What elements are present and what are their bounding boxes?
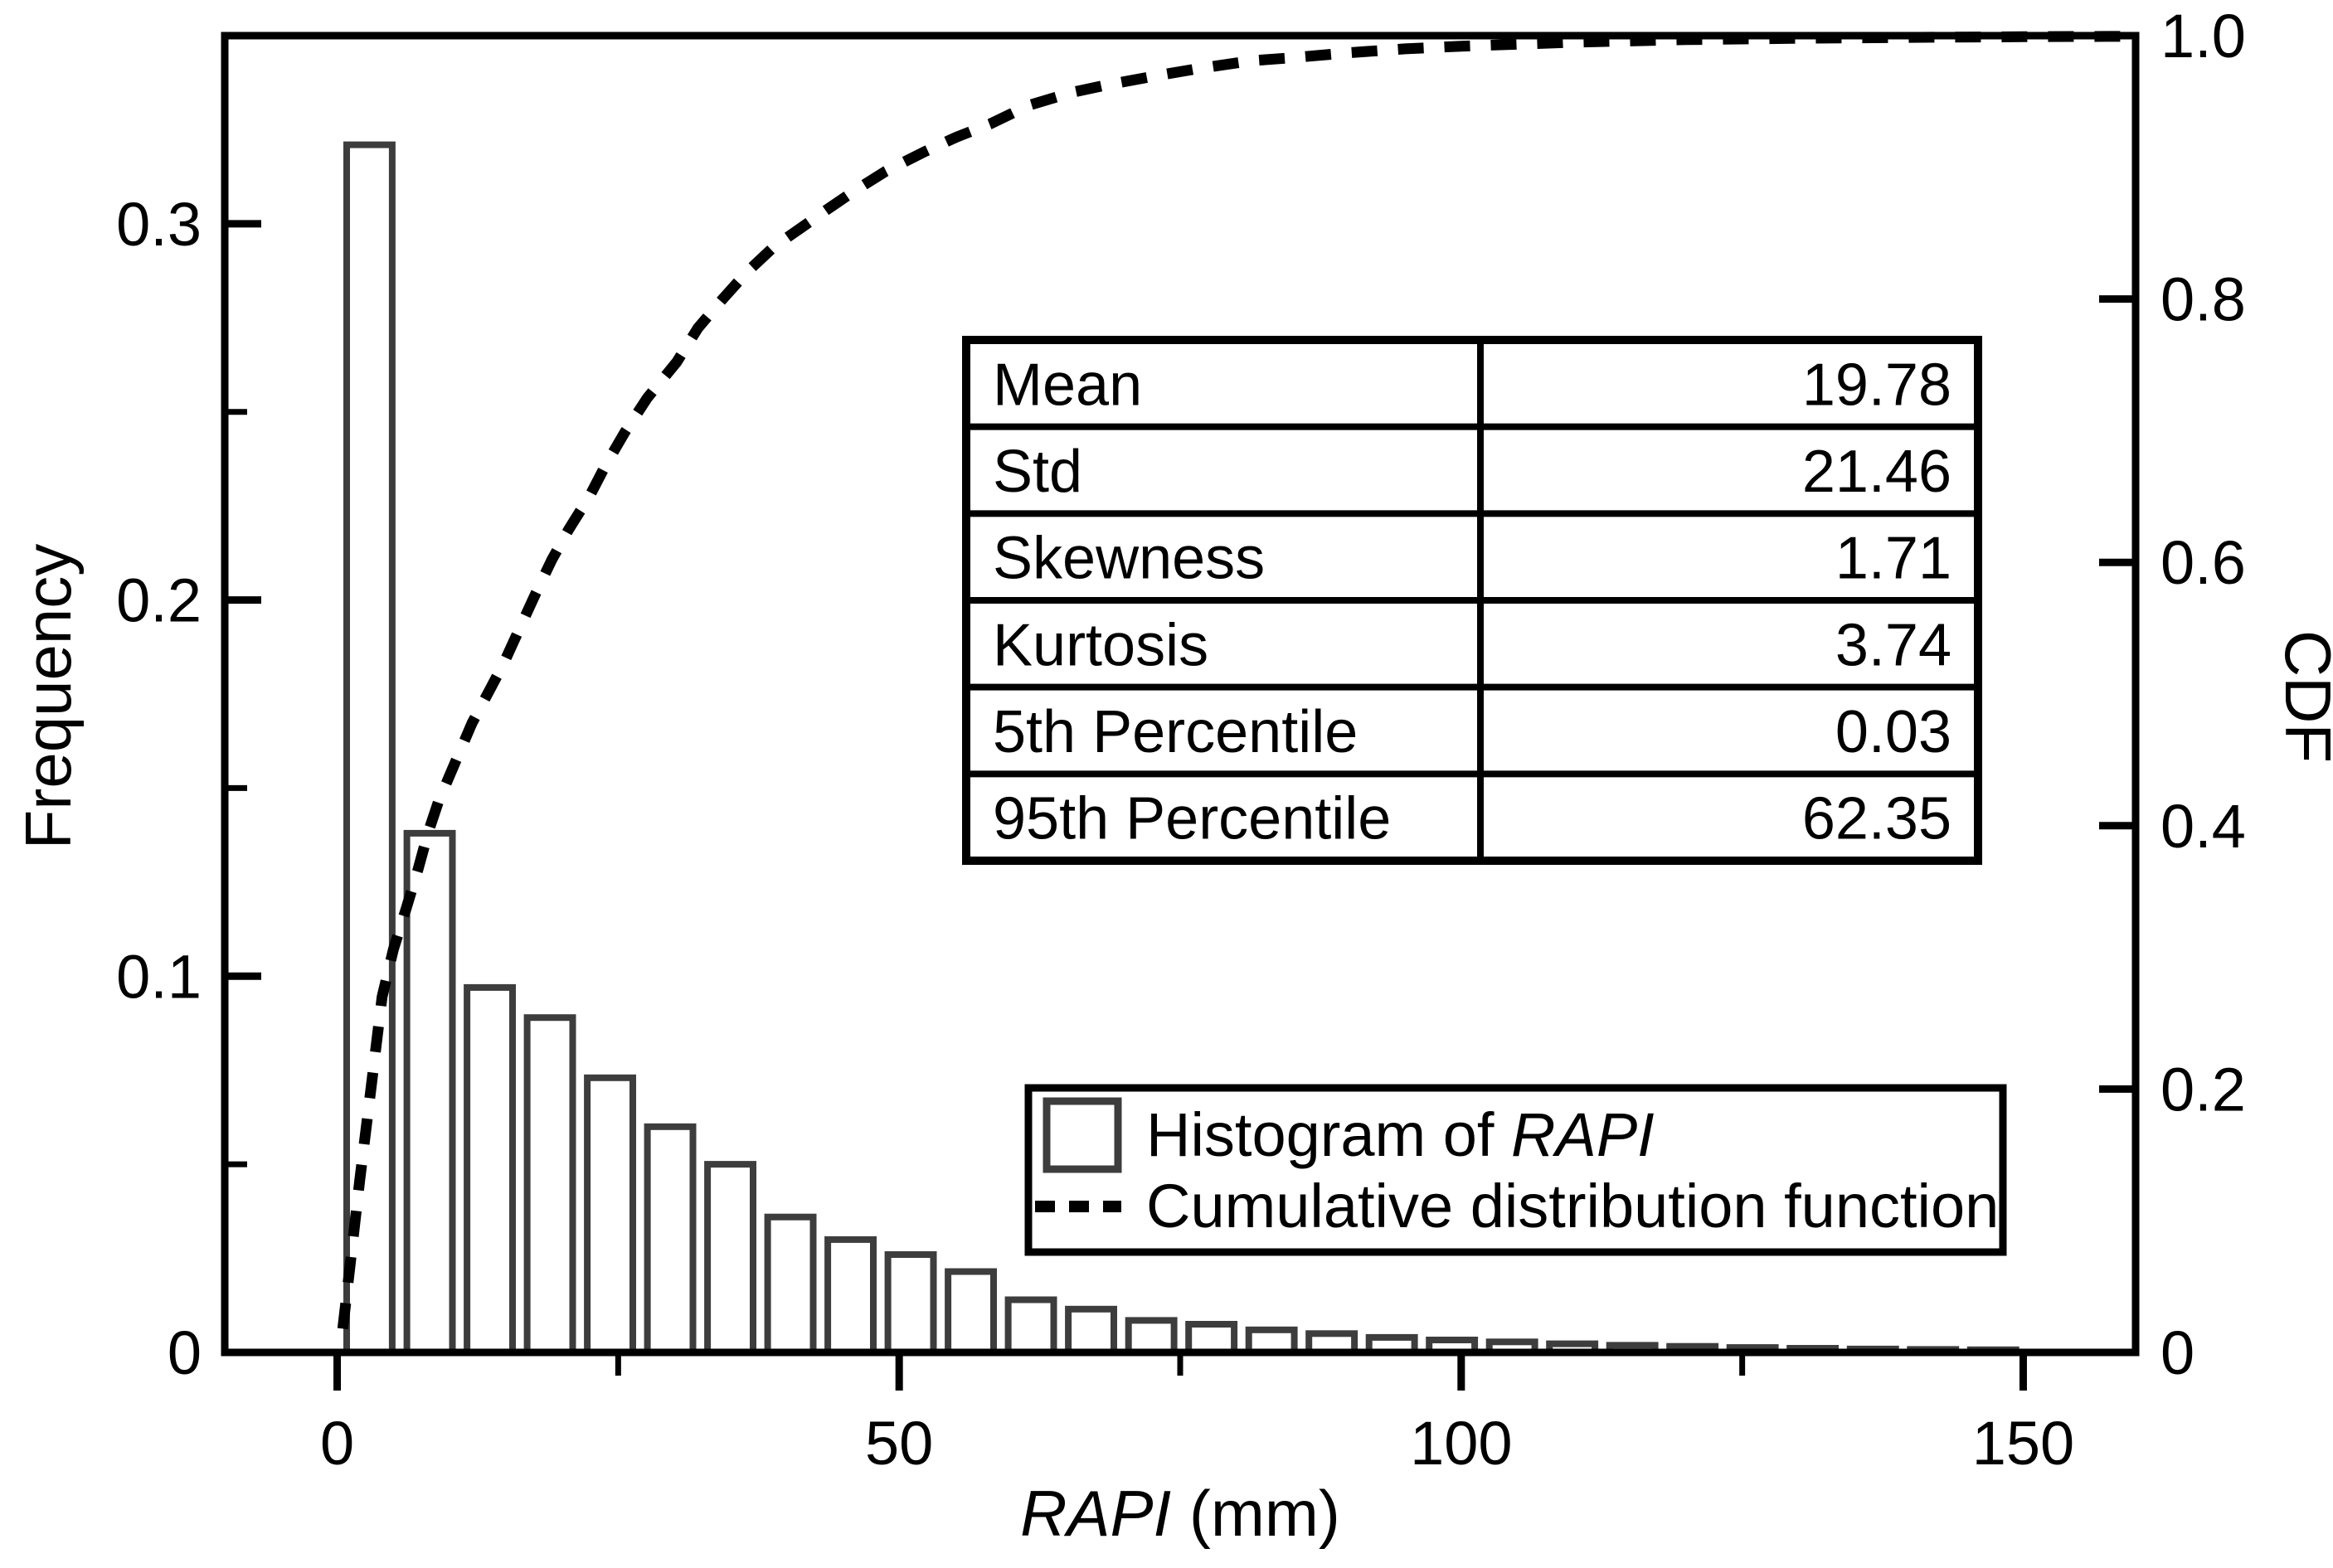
y-left-tick-label: 0.1 <box>116 942 202 1011</box>
stats-table-label: Std <box>993 439 1082 505</box>
stats-table-label: Skewness <box>993 526 1265 592</box>
histogram-bar <box>464 983 516 1357</box>
histogram-bar <box>1004 1296 1057 1356</box>
histogram-bar <box>1065 1305 1117 1357</box>
histogram-bars <box>343 141 2020 1357</box>
y-axis-left-title: Frequency <box>12 544 85 850</box>
histogram-bar <box>764 1213 817 1356</box>
histogram-bar <box>343 141 396 1357</box>
x-axis-title: RAPI (mm) <box>1020 1477 1340 1550</box>
x-tick-label: 50 <box>865 1409 933 1478</box>
stats-table-value: 19.78 <box>1802 352 1951 418</box>
histogram-bar <box>584 1074 636 1357</box>
histogram-bar <box>704 1161 756 1356</box>
y-right-tick-label: 0.2 <box>2160 1055 2246 1124</box>
y-right-tick-label: 0.8 <box>2160 265 2246 334</box>
y-right-tick-label: 0 <box>2160 1318 2194 1387</box>
stats-table-label: Mean <box>993 352 1142 418</box>
legend-histogram-marker <box>1043 1097 1122 1173</box>
legend-border <box>1024 1084 2007 1256</box>
histogram-bar <box>644 1123 697 1357</box>
y-axis-right-title: CDF <box>2272 630 2333 763</box>
histogram-bar <box>1185 1321 1238 1356</box>
histogram-bar <box>1125 1317 1178 1357</box>
histogram-bar <box>945 1268 997 1356</box>
stats-table-label: 5th Percentile <box>993 699 1358 765</box>
y-axis-left: 0 0.1 0.2 0.3 <box>116 190 261 1387</box>
stats-table-label: 95th Percentile <box>993 786 1391 852</box>
y-left-tick-label: 0.3 <box>116 190 202 259</box>
x-axis: 0 50 100 150 <box>320 1352 2074 1478</box>
cdf-dashed-line <box>337 31 2125 1330</box>
y-right-tick-label: 0.4 <box>2160 792 2246 861</box>
y-axis-right: 0 0.2 0.4 0.6 0.8 1.0 <box>2099 2 2246 1387</box>
cdf-curve <box>337 31 2125 1330</box>
x-tick-label: 100 <box>1410 1409 1512 1478</box>
y-left-tick-label: 0 <box>168 1318 202 1387</box>
histogram-bar <box>884 1251 937 1356</box>
stats-table-value: 62.35 <box>1802 786 1951 852</box>
histogram-bar <box>403 829 456 1356</box>
stats-table-value: 0.03 <box>1835 699 1951 765</box>
y-right-tick-label: 0.6 <box>2160 528 2246 597</box>
histogram-bar <box>523 1014 576 1356</box>
x-tick-label: 150 <box>1972 1409 2074 1478</box>
stats-table-value: 3.74 <box>1835 612 1951 678</box>
histogram-bar <box>824 1235 877 1357</box>
legend-item-histogram: Histogram of RAPI <box>1146 1100 1655 1169</box>
y-right-tick-label: 1.0 <box>2160 2 2246 70</box>
stats-table: Mean 19.78 Std 21.46 Skewness 1.71 Kurtosis 3.7… <box>962 336 1982 865</box>
stats-table-value: 21.46 <box>1802 439 1951 505</box>
axis-titles: Frequency CDF RAPI (mm) <box>12 544 2333 1550</box>
stats-table-value: 1.71 <box>1835 526 1951 592</box>
stats-table-label: Kurtosis <box>993 612 1208 678</box>
x-tick-label: 0 <box>320 1409 354 1478</box>
legend-item-cdf: Cumulative distribution function <box>1146 1172 1999 1240</box>
y-left-tick-label: 0.2 <box>116 566 202 635</box>
